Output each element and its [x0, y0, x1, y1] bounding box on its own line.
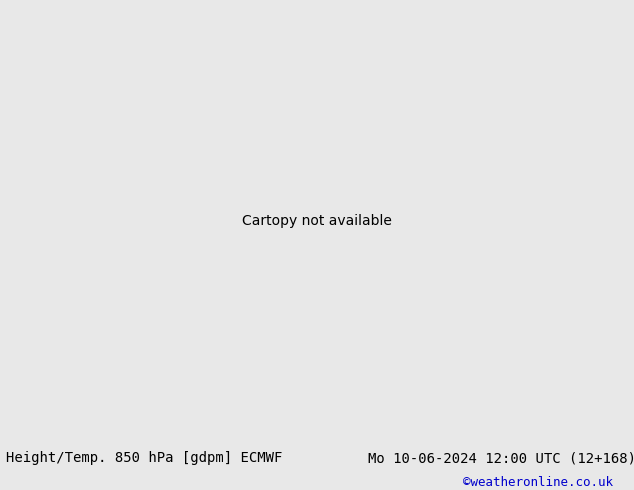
Text: ©weatheronline.co.uk: ©weatheronline.co.uk: [463, 476, 613, 489]
Text: Mo 10-06-2024 12:00 UTC (12+168): Mo 10-06-2024 12:00 UTC (12+168): [368, 451, 634, 465]
Text: Height/Temp. 850 hPa [gdpm] ECMWF: Height/Temp. 850 hPa [gdpm] ECMWF: [6, 451, 283, 465]
Text: Cartopy not available: Cartopy not available: [242, 214, 392, 227]
